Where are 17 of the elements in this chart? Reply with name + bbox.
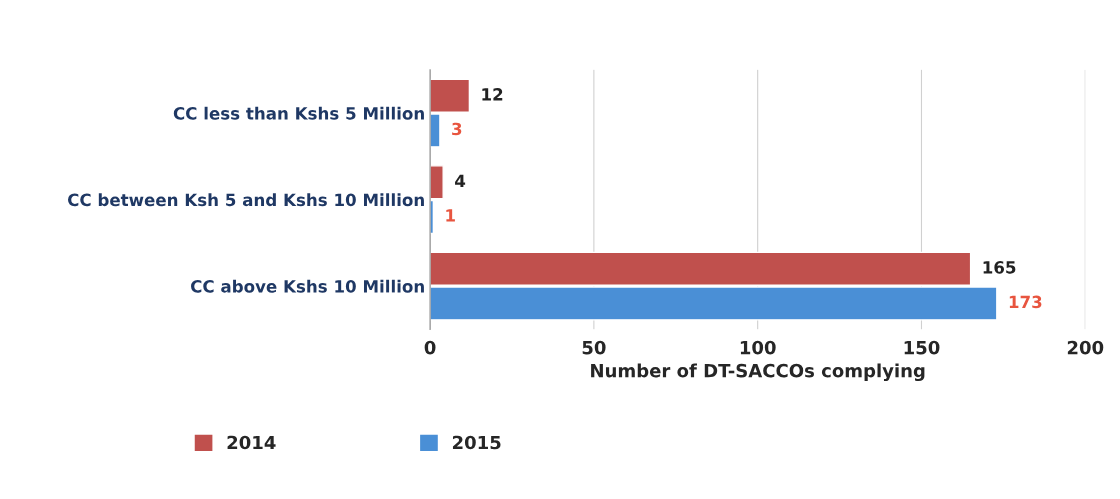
data-label: 12 <box>482 88 503 101</box>
legend-label: 2014 <box>227 435 276 450</box>
data-label: 4 <box>455 174 466 187</box>
data-label: 165 <box>983 261 1016 274</box>
x-tick-label: 0 <box>424 340 436 355</box>
x-tick-label: 200 <box>1067 340 1104 355</box>
y-tick-label: CC less than Kshs 5 Million <box>173 106 424 120</box>
x-tick-label: 150 <box>904 340 940 355</box>
data-label: 173 <box>1009 295 1042 309</box>
x-axis-title: Number of DT-SACCOs complying <box>591 363 925 382</box>
x-tick-label: 100 <box>740 340 776 355</box>
y-tick-label: CC between Ksh 5 and Kshs 10 Million <box>68 193 424 207</box>
y-tick-label: CC above Kshs 10 Million <box>191 279 424 293</box>
legend-label: 2015 <box>452 435 501 450</box>
data-label: 3 <box>452 122 462 136</box>
data-label: 1 <box>446 209 455 222</box>
x-tick-label: 50 <box>582 340 606 355</box>
